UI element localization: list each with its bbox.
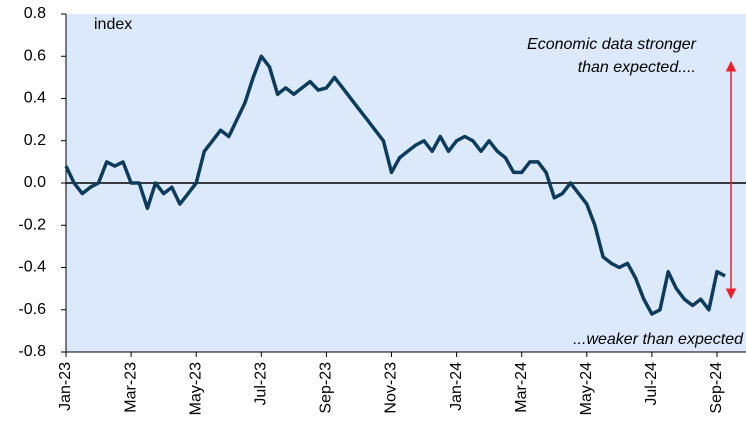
data-line — [64, 54, 726, 316]
x-tick-label: May-24 — [578, 362, 595, 415]
y-tick-label: -0.2 — [18, 216, 46, 233]
annotation: Economic data stronger — [527, 36, 697, 53]
x-tick-label: Jan-23 — [57, 362, 74, 411]
y-tick-label: 0.6 — [24, 47, 46, 64]
annotation: ...weaker than expected — [573, 331, 744, 348]
x-tick-label: Mar-23 — [122, 362, 139, 413]
x-tick-label: Sep-23 — [318, 362, 335, 414]
x-tick-label: Nov-23 — [383, 362, 400, 414]
y-tick-label: -0.4 — [18, 259, 46, 276]
y-tick-label: -0.8 — [18, 343, 46, 360]
y-tick-label: 0.4 — [24, 90, 46, 107]
axis-unit: index — [94, 16, 132, 33]
x-tick-label: Jul-23 — [253, 362, 270, 406]
y-tick-label: 0.8 — [24, 5, 46, 22]
x-tick-label: Mar-24 — [513, 362, 530, 413]
x-tick-label: Jul-24 — [643, 362, 660, 406]
annotation: than expected.... — [578, 59, 696, 76]
x-tick-label: May-23 — [187, 362, 204, 415]
y-tick-label: -0.6 — [18, 301, 46, 318]
x-tick-label: Jan-24 — [448, 362, 465, 411]
y-tick-label: 0.0 — [24, 174, 46, 191]
x-tick-label: Sep-24 — [708, 362, 725, 414]
y-tick-label: 0.2 — [24, 132, 46, 149]
